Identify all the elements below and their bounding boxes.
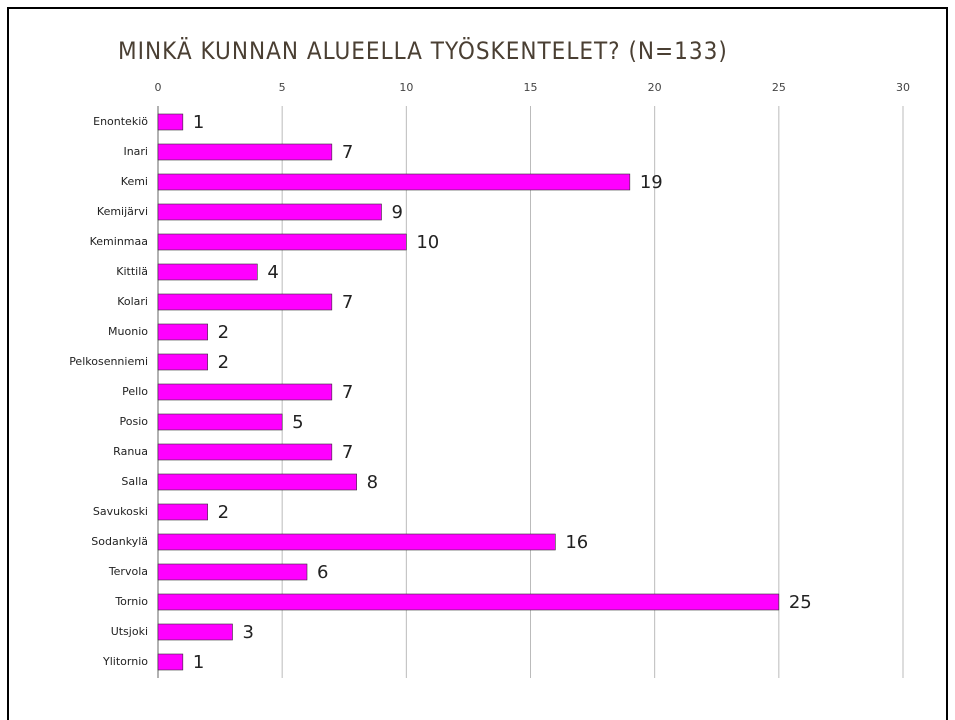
y-tick-label: Ylitornio bbox=[102, 655, 148, 668]
bar bbox=[157, 233, 407, 251]
y-tick-label: Enontekiö bbox=[93, 115, 148, 128]
y-tick-label: Inari bbox=[123, 145, 148, 158]
data-label: 9 bbox=[392, 202, 403, 223]
bar bbox=[157, 503, 208, 521]
bar bbox=[157, 413, 283, 431]
y-tick-label: Pello bbox=[122, 385, 148, 398]
y-tick-label: Tornio bbox=[114, 595, 148, 608]
y-tick-label: Kolari bbox=[117, 295, 148, 308]
y-tick-label: Tervola bbox=[108, 565, 148, 578]
bar bbox=[157, 533, 556, 551]
x-tick-label: 30 bbox=[896, 81, 910, 94]
data-label: 10 bbox=[416, 232, 439, 253]
y-tick-label: Kemijärvi bbox=[97, 205, 148, 218]
bar bbox=[157, 473, 357, 491]
bar bbox=[157, 593, 780, 611]
data-label: 2 bbox=[218, 352, 229, 373]
data-label: 7 bbox=[342, 142, 353, 163]
data-label: 3 bbox=[243, 622, 254, 643]
data-label: 2 bbox=[218, 502, 229, 523]
x-tick-label: 5 bbox=[279, 81, 286, 94]
data-label: 5 bbox=[292, 412, 303, 433]
data-label: 2 bbox=[218, 322, 229, 343]
data-label: 25 bbox=[789, 592, 812, 613]
bar bbox=[157, 623, 233, 641]
bar bbox=[157, 443, 333, 461]
bar bbox=[157, 263, 258, 281]
y-tick-label: Ranua bbox=[113, 445, 148, 458]
y-tick-label: Sodankylä bbox=[91, 535, 148, 548]
chart-title: MINKÄ KUNNAN ALUEELLA TYÖSKENTELET? (N=1… bbox=[118, 36, 728, 65]
y-tick-label: Keminmaa bbox=[90, 235, 148, 248]
x-tick-label: 20 bbox=[648, 81, 662, 94]
bar bbox=[157, 203, 382, 221]
y-tick-label: Muonio bbox=[108, 325, 148, 338]
y-tick-label: Pelkosenniemi bbox=[69, 355, 148, 368]
bar bbox=[157, 353, 208, 371]
y-tick-label: Utsjoki bbox=[111, 625, 148, 638]
x-tick-label: 15 bbox=[524, 81, 538, 94]
data-label: 8 bbox=[367, 472, 378, 493]
data-label: 6 bbox=[317, 562, 328, 583]
x-tick-label: 10 bbox=[399, 81, 413, 94]
data-label: 4 bbox=[267, 262, 278, 283]
bar bbox=[157, 173, 631, 191]
bar bbox=[157, 653, 184, 671]
bar bbox=[157, 383, 333, 401]
bar bbox=[157, 563, 308, 581]
data-label: 1 bbox=[193, 652, 204, 673]
bar bbox=[157, 323, 208, 341]
data-label: 7 bbox=[342, 382, 353, 403]
data-label: 1 bbox=[193, 112, 204, 133]
bar bbox=[157, 293, 333, 311]
y-tick-label: Salla bbox=[121, 475, 148, 488]
y-tick-label: Kittilä bbox=[116, 265, 148, 278]
data-label: 19 bbox=[640, 172, 663, 193]
frame bbox=[7, 7, 948, 720]
y-tick-label: Posio bbox=[120, 415, 149, 428]
x-tick-label: 25 bbox=[772, 81, 786, 94]
x-tick-label: 0 bbox=[155, 81, 162, 94]
data-label: 7 bbox=[342, 292, 353, 313]
data-label: 7 bbox=[342, 442, 353, 463]
y-tick-label: Savukoski bbox=[93, 505, 148, 518]
data-label: 16 bbox=[565, 532, 588, 553]
bar bbox=[157, 143, 333, 161]
y-tick-label: Kemi bbox=[121, 175, 148, 188]
bar bbox=[157, 113, 184, 131]
